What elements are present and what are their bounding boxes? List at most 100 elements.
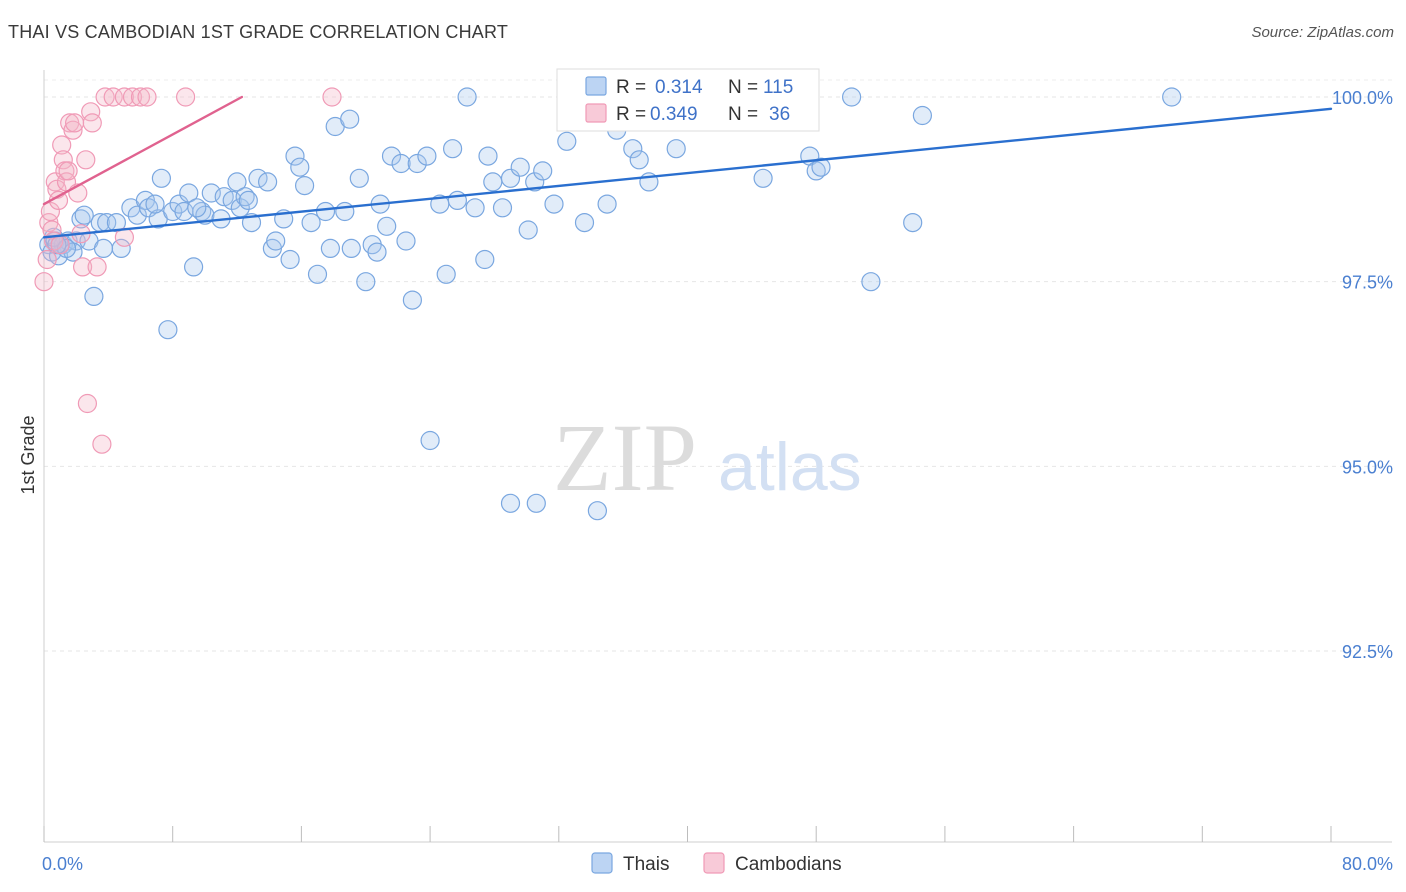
thais-point-103 [526,493,546,513]
cambodians-point-28 [103,87,123,107]
thais-point-78 [533,161,553,181]
thais-point-69 [465,198,485,218]
thais-point-31 [227,172,247,192]
thais-point-99 [903,213,923,233]
thais-point-61 [407,153,427,174]
cambodians-point-27 [95,87,115,107]
stats-n-label-cambodians: N = [728,104,758,125]
legend-swatch-thais[interactable] [591,852,613,874]
cambodians-point-35 [322,87,342,107]
thais-point-105 [158,320,178,340]
thais-trend-line [42,107,1333,239]
thais-point-115 [238,190,258,210]
y-tick-labels: 100.0% 97.5% 95.0% 92.5% [1332,88,1393,662]
thais-point-36 [258,172,278,192]
cambodians-point-33 [137,87,157,107]
thais-point-114 [187,198,207,218]
thais-point-82 [574,213,595,233]
thais-point-50 [341,238,361,258]
stats-n-value-thais: 115 [763,77,793,98]
stats-legend: R = 0.314 N = 115 R = 0.349 N = 36 [556,68,820,132]
cambodians-point-25 [87,257,107,277]
thais-point-104 [587,501,608,521]
cambodians-point-24 [82,113,102,133]
thais-point-59 [396,231,416,251]
thais-point-58 [391,153,411,174]
watermark: ZIP atlas [553,404,862,511]
thais-point-60 [402,290,422,310]
legend-swatch-cambodians[interactable] [703,852,725,874]
y-axis-label: 1st Grade [18,415,38,494]
y-tick-label-3: 92.5% [1342,642,1393,662]
thais-point-19 [151,168,171,188]
x-tick-label-min: 0.0% [42,854,83,874]
chart-source: Source: ZipAtlas.com [1251,24,1394,41]
cambodians-point-3 [40,201,61,222]
y-tick-label-2: 95.0% [1342,457,1393,477]
cambodians-point-0 [34,272,54,292]
gridlines [44,79,1392,652]
thais-point-73 [492,198,513,218]
thais-point-40 [280,249,300,270]
cambodians-point-20 [72,257,93,277]
thais-point-90 [666,139,686,159]
thais-point-102 [500,493,521,513]
stats-r-label-cambodians: R = [616,104,646,125]
cambodians-trend-line [42,95,244,206]
thais-point-57 [381,146,402,166]
cambodians-point-31 [122,87,143,107]
x-tick-label-max: 80.0% [1342,854,1393,874]
thais-point-42 [290,157,310,177]
cambodians-point-26 [92,434,112,454]
x-tick-labels: 0.0% 80.0% [42,854,1393,874]
thais-point-23 [179,183,199,203]
thais-point-100 [912,105,933,126]
stats-r-value-thais: 0.314 [655,77,703,98]
trend-lines [42,95,1333,239]
thais-point-77 [525,172,545,192]
thais-point-45 [307,264,328,284]
legend-label-thais[interactable]: Thais [623,854,669,875]
cambodians-point-1 [37,249,57,270]
thais-point-93 [753,168,773,188]
thais-point-24 [184,257,204,277]
thais-point-87 [629,150,649,170]
cambodians-point-32 [130,87,151,107]
thais-point-8 [71,209,91,229]
thais-point-20 [163,201,183,222]
cambodians-point-16 [63,120,83,140]
cambodians-point-9 [50,235,70,255]
stats-r-value-cambodians: 0.349 [650,104,698,125]
series-thais-points [39,87,1182,521]
thais-point-74 [500,168,521,188]
axes [43,70,1392,843]
stats-n-label-thais: N = [728,77,758,98]
thais-point-38 [266,231,286,251]
thais-point-71 [478,146,498,166]
thais-point-97 [841,87,862,107]
thais-point-66 [443,139,463,159]
chart-title: THAI VS CAMBODIAN 1ST GRADE CORRELATION … [8,22,509,42]
thais-point-80 [557,131,577,151]
thais-point-113 [145,194,165,214]
cambodians-point-6 [45,172,65,192]
thais-point-33 [235,187,255,207]
thais-point-76 [518,220,538,240]
thais-point-65 [436,264,456,284]
cambodians-point-21 [76,150,96,170]
thais-point-56 [377,216,397,236]
cambodians-point-14 [58,161,78,181]
thais-point-96 [811,157,831,177]
legend-label-cambodians[interactable]: Cambodians [735,854,842,875]
thais-point-84 [597,194,617,214]
thais-point-72 [483,172,503,192]
thais-point-12 [84,286,104,306]
thais-point-49 [335,201,355,222]
thais-point-44 [301,213,321,233]
y-tick-label-1: 97.5% [1342,273,1393,293]
cambodians-point-22 [77,393,98,414]
thais-point-11 [106,213,127,233]
series-legend: Thais Cambodians [591,852,842,875]
thais-point-112 [74,205,94,225]
